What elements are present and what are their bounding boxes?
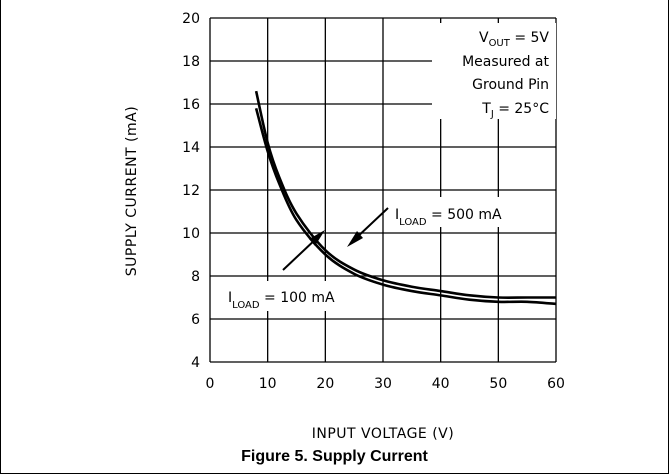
x-tick-label: 30 xyxy=(374,376,392,392)
x-tick-label: 60 xyxy=(547,376,565,392)
series-lines xyxy=(254,90,557,306)
x-tick-label: 50 xyxy=(489,376,507,392)
conditions-box-bg xyxy=(432,23,556,119)
x-tick-label: 20 xyxy=(316,376,334,392)
condition-measured: Measured at xyxy=(462,54,549,70)
condition-vout: VOUT = 5V xyxy=(479,30,549,49)
series-line-0 xyxy=(254,90,556,299)
y-tick-label: 10 xyxy=(182,226,200,242)
y-tick-label: 6 xyxy=(191,312,200,328)
y-tick-label: 18 xyxy=(182,54,200,70)
y-tick-label: 16 xyxy=(182,97,200,113)
y-tick-label: 20 xyxy=(182,11,200,27)
tick-labels: 0 10 20 30 40 50 60 4 6 8 10 12 14 16 18 20 xyxy=(182,11,565,392)
x-tick-label: 40 xyxy=(432,376,450,392)
supply-current-chart: 0 10 20 30 40 50 60 4 6 8 10 12 14 16 18 20 VOUT = 5V M… xyxy=(124,11,565,442)
series-label-100ma: ILOAD = 100 mA xyxy=(228,290,335,311)
x-axis-label: INPUT VOLTAGE (V) xyxy=(312,426,454,442)
y-tick-label: 14 xyxy=(182,140,200,156)
y-axis-label: SUPPLY CURRENT (mA) xyxy=(124,106,140,276)
y-tick-label: 8 xyxy=(191,269,200,285)
arrow-500ma xyxy=(347,207,389,247)
label-500-bg xyxy=(392,197,530,227)
condition-tj: TJ = 25°C xyxy=(481,101,549,120)
y-tick-label: 4 xyxy=(191,355,200,371)
x-tick-label: 0 xyxy=(206,376,215,392)
series-label-500ma: ILOAD = 500 mA xyxy=(395,207,502,228)
label-100-bg xyxy=(225,281,367,311)
series-line-1 xyxy=(254,107,557,306)
arrow-100ma xyxy=(282,230,325,271)
figure-caption: Figure 5. Supply Current xyxy=(241,448,428,465)
y-tick-label: 12 xyxy=(182,183,200,199)
condition-ground-pin: Ground Pin xyxy=(472,77,549,93)
x-tick-label: 10 xyxy=(259,376,277,392)
